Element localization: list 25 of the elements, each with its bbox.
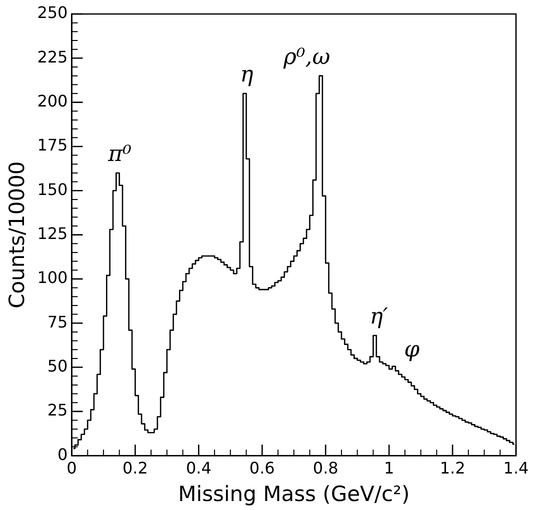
y-tick-label: 25 [47,400,68,420]
annotation: η [240,62,254,88]
annotation: ρ⁰,ω [282,44,330,70]
x-tick-label: 0.6 [249,458,275,478]
x-tick-label: 0.2 [122,458,148,478]
x-tick-label: 1.4 [503,458,529,478]
y-tick-label: 175 [37,136,68,155]
annotation: π⁰ [107,142,132,167]
x-tick-label: 1 [384,458,394,478]
y-tick-label: 50 [47,356,68,376]
annotation: φ [404,337,420,362]
y-tick-label: 250 [37,3,68,22]
x-axis-title: Missing Mass (GeV/c²) [178,482,410,506]
y-tick-label: 225 [37,47,68,66]
annotation: η′ [370,304,388,330]
y-tick-label: 100 [37,268,68,288]
x-tick-label: 1.2 [440,458,466,478]
y-tick-label: 75 [47,312,68,332]
y-tick-label: 150 [37,180,68,199]
y-tick-label: 200 [37,91,68,110]
y-axis-title: Counts/10000 [5,161,30,308]
y-tick-label: 125 [37,224,68,243]
x-tick-label: 0.4 [186,458,212,478]
y-tick-label: 0 [58,444,68,464]
x-tick-label: 0.8 [312,458,338,478]
